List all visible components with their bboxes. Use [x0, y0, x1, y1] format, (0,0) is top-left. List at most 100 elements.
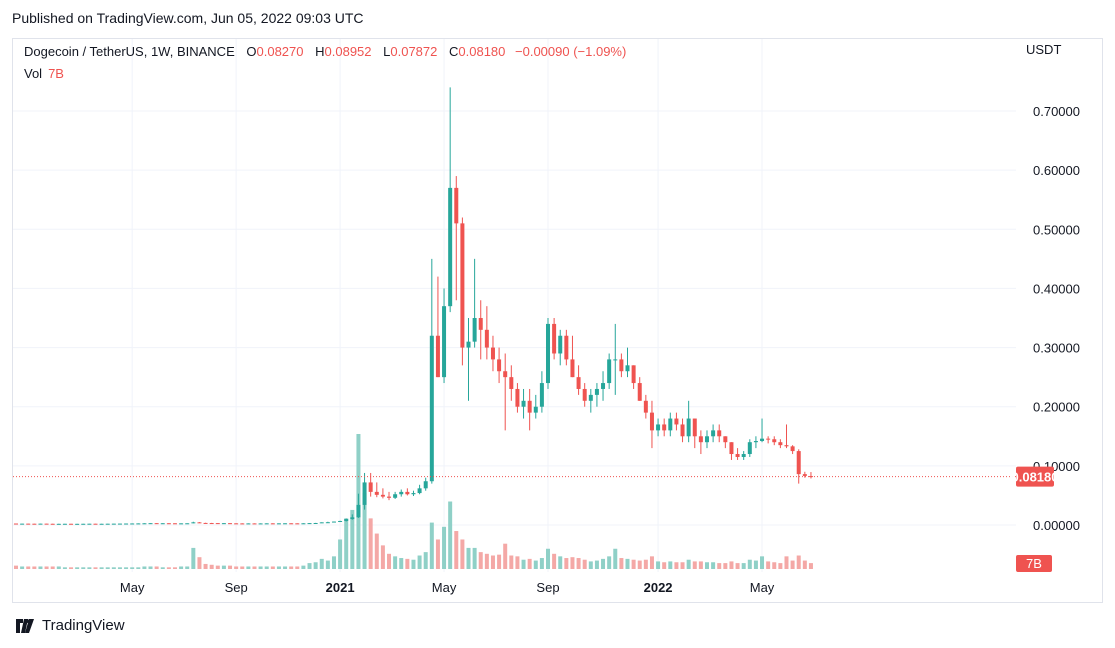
candle-body	[350, 517, 355, 520]
candle-body	[319, 522, 324, 524]
candle-body	[625, 365, 630, 372]
candle-body	[148, 523, 153, 525]
candle-body	[387, 496, 392, 498]
candle-body	[460, 223, 465, 348]
candle-body	[338, 520, 343, 522]
y-axis: 0.70000 0.60000 0.50000 0.40000 0.30000 0.200…	[1012, 104, 1080, 572]
volume-bar	[723, 563, 728, 569]
volume-bar	[717, 563, 722, 569]
volume-bar	[252, 566, 257, 569]
volume-bar	[380, 545, 385, 569]
candle-body	[166, 523, 171, 525]
volume-bar	[772, 562, 777, 569]
x-tick-label: 2021	[326, 580, 355, 595]
volume-bar	[221, 565, 226, 569]
candle-body	[558, 335, 563, 354]
candle-body	[172, 523, 177, 525]
candle-body	[191, 522, 196, 524]
candle-body	[539, 383, 544, 407]
volume-bar	[56, 566, 61, 569]
candle-body	[594, 388, 599, 395]
volume-bar	[533, 560, 538, 569]
volume-bar	[711, 562, 716, 569]
volume-bar	[497, 554, 502, 569]
volume-bar	[344, 518, 349, 569]
volume-bar	[374, 533, 379, 569]
volume-bar	[368, 518, 373, 569]
volume-bar	[552, 553, 557, 569]
candle-body	[142, 523, 147, 525]
candle-body	[698, 436, 703, 443]
volume-bar	[637, 560, 642, 569]
candle-body	[215, 523, 220, 525]
candle-body	[228, 523, 233, 525]
candle-body	[423, 481, 428, 489]
candle-body	[124, 523, 129, 525]
tradingview-logo-icon	[16, 618, 34, 633]
high-value: 0.08952	[324, 44, 372, 59]
close-value: 0.08180	[458, 44, 506, 59]
candle-body	[601, 383, 606, 389]
volume-bar	[643, 559, 648, 569]
candle-body	[221, 523, 226, 525]
candle-body	[760, 438, 765, 442]
candle-body	[497, 359, 502, 372]
volume-bar	[117, 567, 122, 569]
volume-bar	[619, 558, 624, 569]
x-tick-label: May	[750, 580, 775, 595]
candle-body	[197, 522, 202, 524]
candle-body	[588, 394, 593, 401]
candle-body	[264, 523, 269, 525]
candle-body	[680, 424, 685, 437]
grid-lines	[13, 39, 1016, 572]
candle-body	[717, 430, 722, 437]
volume-bar	[20, 566, 25, 569]
candle-body	[270, 523, 275, 525]
footer-brand[interactable]: TradingView	[14, 617, 125, 634]
volume-bar	[454, 531, 459, 569]
symbol-legend: Dogecoin / TetherUS, 1W, BINANCE O0.0827…	[24, 44, 626, 59]
volume-bar	[234, 566, 239, 569]
volume-bar	[411, 559, 416, 569]
low-value: 0.07872	[390, 44, 438, 59]
volume-bar	[588, 561, 593, 569]
axis-unit: USDT	[1026, 42, 1062, 57]
candle-body	[711, 430, 716, 437]
volume-bar	[307, 563, 312, 569]
y-tick-label: 0.20000	[1033, 400, 1080, 415]
volume-bar	[331, 556, 336, 569]
volume-bar	[417, 555, 422, 569]
candle-body	[723, 436, 728, 443]
x-tick-label: Sep	[536, 580, 559, 595]
volume-bar	[509, 555, 514, 569]
volume-bar	[154, 566, 159, 569]
candle-body	[808, 476, 813, 478]
candle-body	[802, 474, 807, 476]
published-line: Published on TradingView.com, Jun 05, 20…	[12, 10, 364, 26]
open-value: 0.08270	[256, 44, 304, 59]
candle-body	[276, 523, 281, 525]
candle-body	[772, 439, 777, 443]
volume-bar	[515, 556, 520, 569]
volume-bar	[778, 563, 783, 569]
volume-bar	[319, 558, 324, 569]
candle-body	[552, 323, 557, 354]
volume-bar	[362, 493, 367, 569]
volume-bar	[44, 566, 49, 569]
candle-body	[307, 523, 312, 525]
volume-bar	[81, 567, 86, 569]
candle-body	[741, 454, 746, 457]
candle-body	[117, 523, 122, 525]
candle-body	[75, 523, 80, 525]
candle-body	[105, 523, 110, 525]
volume-bar	[753, 560, 758, 569]
volume-bar	[38, 566, 43, 569]
volume-bar	[686, 559, 691, 569]
volume-bar	[558, 556, 563, 569]
volume-bar	[111, 567, 116, 569]
volume-bar	[264, 566, 269, 569]
volume-bar	[741, 563, 746, 569]
volume-bar	[325, 560, 330, 569]
last-price-label: 0.08180	[1012, 470, 1059, 485]
